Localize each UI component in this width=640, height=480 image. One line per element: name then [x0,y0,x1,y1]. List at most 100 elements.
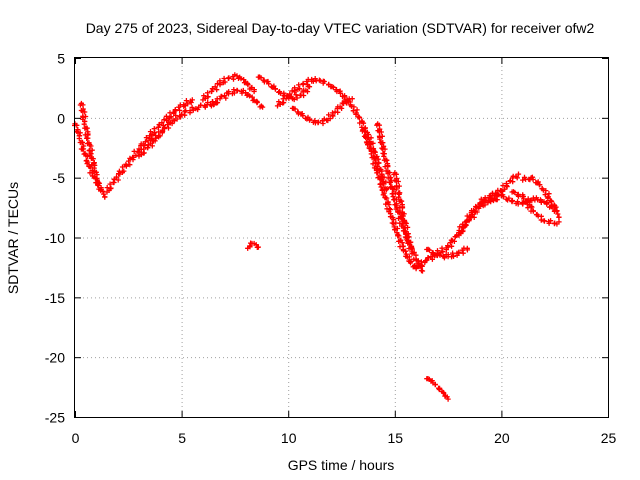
data-point-interp [374,170,380,176]
series-track-j [274,76,332,109]
x-tick-label: 0 [72,430,80,446]
data-point-interp [83,125,89,131]
data-point-interp [398,198,404,204]
data-point-interp [378,129,384,135]
data-point [488,199,494,205]
y-tick-label: -25 [45,410,65,426]
data-point-interp [212,84,218,90]
series-track-a [72,121,108,200]
data-point-interp [167,120,173,126]
data-point-interp [126,158,132,164]
data-point-interp [84,161,90,167]
data-point-interp [249,94,255,100]
data-point [102,194,108,200]
data-point-interp [312,118,318,124]
data-point-interp [384,186,390,192]
data-point-interp [83,113,89,120]
data-point-interp [183,108,189,114]
data-point [274,103,281,109]
series-track-i [255,74,313,103]
data-point-interp [388,184,394,190]
data-point [260,104,266,110]
series-track-f [200,72,257,103]
data-point-interp [79,139,85,145]
x-axis-label: GPS time / hours [288,457,395,473]
data-point-interp [392,202,398,208]
data-point-interp [539,186,545,192]
data-point-interp [392,177,398,183]
data-point-interp [214,87,220,93]
data-point-interp [347,102,353,108]
data-point-interp [504,184,510,190]
data-point-interp [391,197,397,203]
data-point [155,124,161,130]
data-point-interp [399,205,406,211]
data-point-interp [392,227,398,233]
data-point-interp [202,103,208,109]
data-point-interp [337,104,343,110]
data-point-interp [456,249,462,255]
data-point-interp [350,108,356,114]
data-point [419,268,426,274]
data-point-interp [533,180,539,186]
data-point-interp [445,252,451,258]
data-point-interp [304,81,311,88]
data-point [142,139,148,145]
data-point-interp [231,87,237,93]
data-point [98,187,104,193]
data-point [464,245,470,251]
data-point-interp [342,93,348,99]
data-point-interp [80,146,86,152]
data-point-interp [390,194,396,200]
data-point-interp [380,181,386,187]
data-point-interp [371,149,377,155]
x-tick-label: 25 [601,430,617,446]
data-point-interp [85,141,91,147]
data-point-interp [84,135,90,141]
data-point [255,244,261,250]
data-point [110,179,116,186]
data-point-interp [287,91,293,97]
data-point-interp [535,179,541,185]
series-track-c [104,133,155,195]
data-point-interp [521,174,528,180]
data-point-interp [276,99,282,105]
data-point-interp [294,95,300,101]
data-point-interp [76,135,82,142]
x-tick-label: 10 [281,430,297,446]
data-point-interp [399,213,405,219]
data-point [445,396,451,402]
data-point-interp [77,102,83,108]
data-point-interp [509,197,515,204]
data-point-interp [217,78,223,84]
data-point-interp [546,191,552,197]
data-point-interp [430,250,436,256]
data-point-interp [360,120,367,126]
data-point-interp [460,228,466,234]
data-point-interp [521,196,527,202]
data-point-interp [205,90,211,96]
data-point-interp [510,189,517,195]
data-point-interp [404,236,410,242]
data-point-interp [375,175,381,181]
data-point [144,145,151,151]
data-point-interp [373,161,379,167]
x-tick-label: 5 [178,430,186,446]
y-tick-label: -15 [45,290,65,306]
data-point-interp [437,252,443,258]
data-point-interp [293,92,299,98]
data-point-interp [127,162,133,168]
data-point-interp [506,195,512,201]
data-point-interp [407,260,414,266]
data-point-interp [266,81,272,87]
data-point-interp [90,173,96,179]
data-point-interp [539,217,545,223]
data-point-interp [403,220,409,226]
data-point-interp [226,75,232,81]
data-point-interp [89,155,95,161]
series-track-q [424,245,470,261]
data-point-interp [307,116,313,122]
data-point [441,390,447,396]
data-point-interp [385,164,391,170]
